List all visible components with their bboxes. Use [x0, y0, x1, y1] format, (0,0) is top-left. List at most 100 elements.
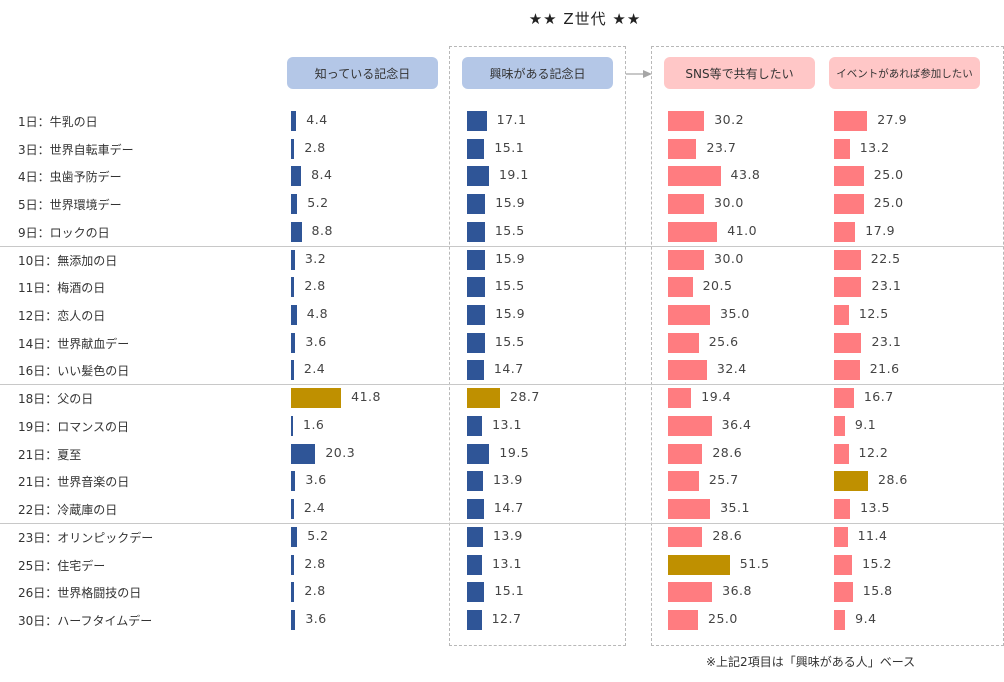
bar-1: [291, 443, 316, 464]
data-label: 5.2: [307, 195, 329, 211]
bar-3: [668, 138, 697, 159]
data-label: 25.7: [708, 472, 739, 488]
data-label: 32.4: [716, 361, 747, 377]
data-label: 8.8: [311, 222, 333, 238]
bar-2: [467, 277, 485, 298]
bar-2: [467, 305, 486, 326]
bar-3: [668, 471, 699, 492]
data-label: 13.9: [492, 472, 523, 488]
data-label: 15.9: [495, 306, 526, 322]
data-label: 2.8: [304, 278, 326, 294]
data-label: 25.0: [708, 610, 738, 626]
data-label: 35.1: [720, 500, 750, 516]
bar-4: [834, 582, 853, 603]
data-label: 15.1: [494, 139, 525, 155]
category-label: 30日：ハーフタイムデー: [18, 613, 153, 628]
bar-4: [834, 360, 860, 381]
category-label: 3日：世界自転車デー: [18, 142, 134, 157]
data-label: 25.0: [873, 195, 904, 211]
data-label: 3.6: [305, 610, 327, 626]
group-separator: [0, 384, 1004, 385]
bar-3: [668, 499, 711, 520]
bar-4: [834, 111, 868, 131]
bar-1: [291, 249, 295, 270]
data-label: 13.5: [860, 500, 890, 516]
bar-2: [467, 221, 485, 242]
footnote: ※上記2項目は「興味がある人」ベース: [706, 655, 916, 669]
bar-2: [467, 443, 490, 464]
data-label: 15.1: [494, 583, 525, 599]
bar-1: [291, 111, 297, 131]
data-label: 17.1: [496, 112, 527, 127]
data-label: 25.0: [873, 167, 904, 183]
data-label: 36.4: [721, 416, 752, 432]
data-label: 2.8: [304, 583, 326, 599]
category-label: 22日：冷蔵庫の日: [18, 503, 118, 518]
category-label: 10日：無添加の日: [18, 253, 118, 268]
category-label: 5日：世界環境デー: [18, 198, 122, 213]
data-label: 28.6: [712, 527, 743, 543]
bar-3: [668, 166, 721, 187]
bar-4: [834, 499, 851, 520]
bar-1: [291, 360, 294, 381]
data-label: 2.8: [304, 139, 326, 155]
data-label: 12.5: [858, 306, 889, 322]
category-label: 16日：いい髪色の日: [18, 364, 130, 379]
bar-1: [291, 138, 295, 159]
bar-4: [834, 415, 845, 436]
data-label: 43.8: [730, 167, 761, 183]
bar-3: [668, 332, 699, 353]
interest-group-box: [449, 46, 626, 646]
bar-3: [668, 249, 704, 270]
data-label: 15.5: [494, 333, 525, 349]
bar-3: [668, 582, 713, 603]
data-label: 3.2: [304, 250, 327, 266]
data-label: 23.1: [871, 333, 902, 349]
data-label: 16.7: [863, 389, 894, 405]
data-label: 23.7: [706, 139, 737, 155]
bar-4: [834, 526, 848, 547]
chart-title-text: ★★ Z世代 ★★: [528, 10, 642, 28]
data-label: 9.4: [855, 610, 877, 626]
data-label: 36.8: [722, 583, 752, 599]
data-label: 15.5: [494, 278, 525, 294]
data-label: 12.7: [491, 610, 522, 626]
bar-1: [291, 609, 296, 630]
data-label: 15.9: [495, 250, 526, 266]
data-label: 13.1: [492, 416, 522, 432]
data-label: 12.2: [858, 444, 889, 460]
bar-2: [467, 111, 487, 131]
bar-4: [834, 471, 869, 492]
bar-4: [834, 305, 849, 326]
category-label: 12日：恋人の日: [18, 309, 106, 324]
bar-1: [291, 166, 302, 187]
bar-3: [668, 609, 698, 630]
bar-4: [834, 332, 862, 353]
bar-3: [668, 221, 718, 242]
bar-1: [291, 499, 294, 520]
data-label: 30.0: [714, 195, 744, 211]
bar-4: [834, 249, 861, 270]
data-label: 30.0: [714, 250, 744, 266]
data-label: 9.1: [854, 416, 877, 432]
data-label: 19.4: [701, 389, 732, 405]
bar-2: [467, 332, 485, 353]
data-label: 41.8: [351, 389, 381, 405]
data-label: 13.1: [492, 555, 522, 571]
bar-2: [467, 415, 483, 436]
category-label: 19日：ロマンスの日: [18, 419, 130, 434]
bar-1: [291, 221, 302, 242]
data-label: 28.6: [878, 472, 908, 488]
bar-2: [467, 554, 483, 575]
bar-3: [668, 526, 703, 547]
data-label: 21.6: [869, 361, 900, 377]
bar-4: [834, 277, 862, 298]
data-label: 25.6: [708, 333, 739, 349]
bar-1: [291, 194, 298, 215]
arrow-right-icon: [626, 70, 652, 78]
bar-4: [834, 194, 864, 215]
bar-4: [834, 138, 850, 159]
header-share-on-sns: SNS等で共有したい: [664, 57, 815, 89]
data-label: 19.1: [498, 167, 529, 183]
